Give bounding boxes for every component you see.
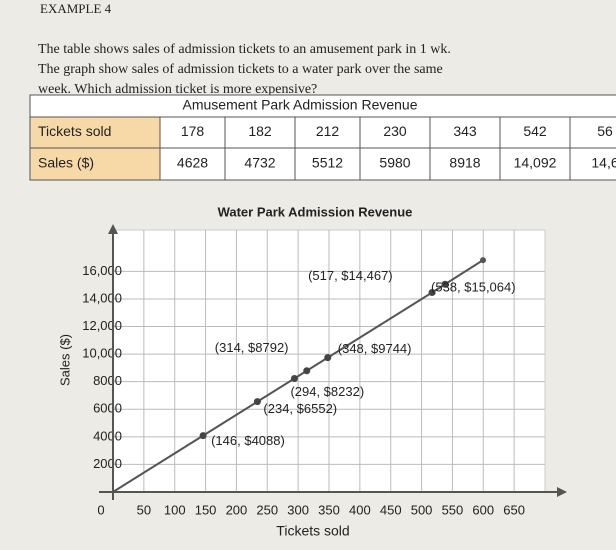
table-cell xyxy=(429,147,501,181)
point-label: (538, $15,064) xyxy=(431,280,516,295)
x-tick-label: 350 xyxy=(318,502,340,517)
point-label: (234, $6552) xyxy=(263,401,337,416)
x-tick-label: 500 xyxy=(411,502,433,517)
table-cell-text: 212 xyxy=(316,123,340,139)
y-tick-label: 2000 xyxy=(93,456,122,471)
table-cell xyxy=(159,116,226,149)
data-point xyxy=(303,367,311,375)
data-point xyxy=(290,374,298,382)
x-tick-label: 100 xyxy=(164,502,186,517)
table-cell-text: 8918 xyxy=(449,155,480,171)
table-cell-text: 5512 xyxy=(312,155,343,171)
x-tick-label: 600 xyxy=(472,502,494,517)
x-tick-label: 250 xyxy=(256,502,278,517)
row-header: Sales ($) xyxy=(38,155,94,171)
table-cell-text: 4628 xyxy=(177,155,208,171)
table-cell xyxy=(359,147,431,181)
chart: Water Park Admission Revenue 0 50 100 150 200… xyxy=(57,204,567,539)
x-axis-label: Tickets sold xyxy=(276,523,349,539)
point-label: (314, $8792) xyxy=(215,340,289,355)
y-tick-label: 12,000 xyxy=(82,318,122,333)
table-cell xyxy=(569,147,616,181)
table-cell xyxy=(224,147,296,181)
data-point xyxy=(428,289,436,297)
x-tick-label: 200 xyxy=(226,502,248,517)
example-label: EXAMPLE 4 xyxy=(40,1,112,16)
table-cell xyxy=(569,116,616,149)
text-line: The graph show sales of admission ticket… xyxy=(38,62,443,77)
data-point xyxy=(324,354,332,362)
x-tick-label: 0 xyxy=(97,502,104,517)
table-cell xyxy=(499,116,571,149)
y-axis-label: Sales ($) xyxy=(57,334,72,386)
table-cell-text: 5980 xyxy=(379,155,410,171)
table-cell-text: 56 xyxy=(597,123,613,139)
y-tick-label: 4000 xyxy=(93,428,122,443)
x-tick-label: 650 xyxy=(503,502,525,517)
trend-arrow xyxy=(480,257,487,264)
text-line: week. Which admission ticket is more exp… xyxy=(38,82,317,97)
table-cell-text: 178 xyxy=(181,123,205,139)
table-cell-text: 4732 xyxy=(244,155,275,171)
table-cell-text: 14,6 xyxy=(591,155,616,171)
data-point xyxy=(253,398,261,406)
x-axis-arrow xyxy=(557,487,567,497)
table-cell-text: 14,092 xyxy=(514,155,557,171)
x-tick-label: 550 xyxy=(442,502,464,517)
x-tick-label: 150 xyxy=(195,502,217,517)
y-tick-label: 16,000 xyxy=(82,263,122,278)
point-label: (294, $8232) xyxy=(290,384,364,399)
x-tick-label: 450 xyxy=(380,502,402,517)
text-line: The table shows sales of admission ticke… xyxy=(38,42,451,57)
point-label: (146, $4088) xyxy=(211,433,285,448)
row-header-cell xyxy=(29,116,161,149)
x-tick-label: 400 xyxy=(349,502,371,517)
row-header: Tickets sold xyxy=(38,123,111,139)
y-tick-label: 14,000 xyxy=(82,290,122,305)
trend-end xyxy=(444,259,484,286)
chart-title: Water Park Admission Revenue xyxy=(218,204,413,219)
point-label: (348, $9744) xyxy=(338,341,412,356)
x-tick-label: 300 xyxy=(287,502,309,517)
table: Amusement Park Admission Revenue Tickets … xyxy=(29,94,616,181)
table-cell-text: 230 xyxy=(383,123,407,139)
table-title: Amusement Park Admission Revenue xyxy=(183,97,418,113)
data-point xyxy=(199,432,207,440)
y-axis-arrow xyxy=(108,224,118,234)
table-cell-text: 343 xyxy=(453,123,477,139)
x-tick-label: 50 xyxy=(137,502,151,517)
y-tick-label: 8000 xyxy=(93,373,122,388)
point-label: (517, $14,467) xyxy=(308,268,393,283)
y-tick-label: 6000 xyxy=(93,401,122,416)
y-tick-label: 10,000 xyxy=(82,346,122,361)
table-cell-text: 542 xyxy=(523,123,547,139)
table-cell-text: 182 xyxy=(248,123,272,139)
trend-start xyxy=(112,434,204,493)
data-point xyxy=(441,280,449,288)
row-header-cell xyxy=(29,147,161,181)
